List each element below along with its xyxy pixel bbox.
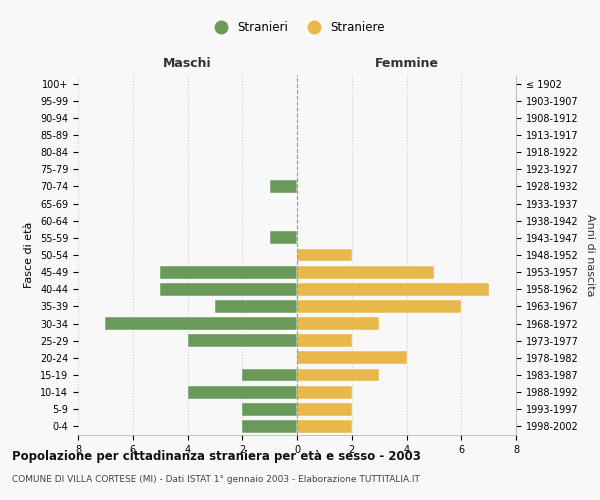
Bar	[297, 386, 352, 398]
Y-axis label: Anni di nascita: Anni di nascita	[585, 214, 595, 296]
Bar	[297, 368, 379, 382]
Bar	[297, 248, 352, 262]
Bar	[297, 420, 352, 433]
Bar	[106, 317, 297, 330]
Bar	[297, 352, 407, 364]
Bar	[242, 368, 297, 382]
Bar	[242, 420, 297, 433]
Y-axis label: Fasce di età: Fasce di età	[25, 222, 34, 288]
Bar	[297, 317, 379, 330]
Bar	[269, 180, 297, 193]
Bar	[297, 283, 488, 296]
Text: Popolazione per cittadinanza straniera per età e sesso - 2003: Popolazione per cittadinanza straniera p…	[12, 450, 421, 463]
Bar	[160, 266, 297, 278]
Text: Maschi: Maschi	[163, 57, 212, 70]
Bar	[297, 334, 352, 347]
Bar	[297, 266, 434, 278]
Text: Femmine: Femmine	[374, 57, 439, 70]
Bar	[160, 283, 297, 296]
Legend: Stranieri, Straniere: Stranieri, Straniere	[204, 16, 390, 38]
Bar	[188, 386, 297, 398]
Bar	[242, 403, 297, 415]
Bar	[297, 300, 461, 313]
Bar	[297, 403, 352, 415]
Bar	[215, 300, 297, 313]
Bar	[188, 334, 297, 347]
Text: COMUNE DI VILLA CORTESE (MI) - Dati ISTAT 1° gennaio 2003 - Elaborazione TUTTITA: COMUNE DI VILLA CORTESE (MI) - Dati ISTA…	[12, 475, 420, 484]
Bar	[269, 232, 297, 244]
